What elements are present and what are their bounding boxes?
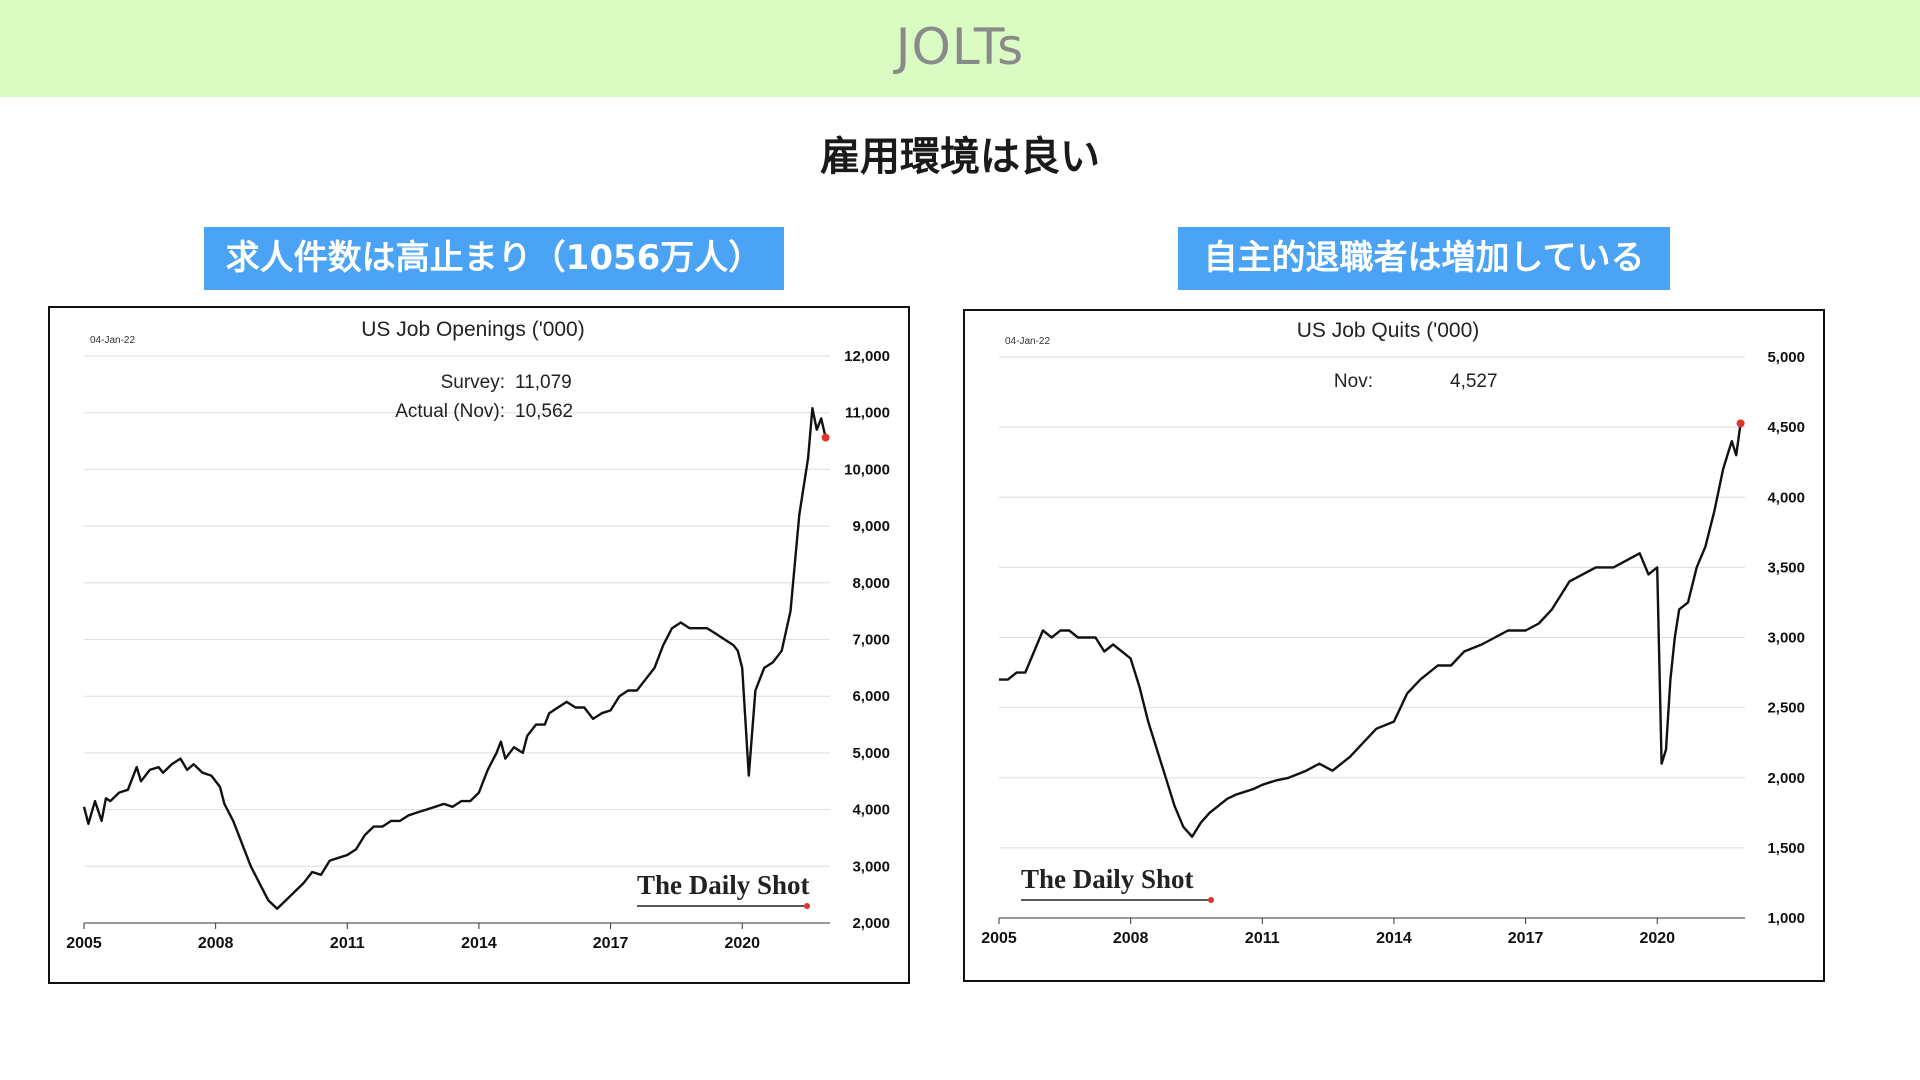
y-tick-label: 2,000 (1767, 770, 1805, 787)
x-tick-label: 2008 (198, 935, 234, 952)
y-tick-label: 10,000 (844, 461, 890, 478)
chart-panel-job-openings: 2,000 3,000 4,000 5,000 6,000 7,000 8,000 9,000… (48, 306, 910, 984)
slide-subtitle: 雇用環境は良い (820, 134, 1100, 180)
job-openings-chart: 2,000 3,000 4,000 5,000 6,000 7,000 8,000 9,000… (66, 318, 890, 952)
y-tick-label: 1,000 (1767, 910, 1805, 927)
annotation-label: Nov: (1334, 371, 1373, 392)
x-tick-label: 2014 (461, 935, 497, 952)
y-tick-label: 3,500 (1767, 559, 1805, 576)
page-title: JOLTs (895, 18, 1025, 76)
chart-title: US Job Openings ('000) (361, 318, 584, 341)
annotation-value: 4,527 (1450, 371, 1498, 392)
watermark-logo: The Daily Shot (1021, 864, 1194, 894)
y-tick-label: 7,000 (852, 632, 890, 649)
series-line (82, 406, 827, 910)
header-band (0, 0, 1920, 97)
last-point-marker (1736, 419, 1745, 428)
caption-job-openings: 求人件数は高止まり（1056万人） (204, 227, 784, 290)
y-tick-label: 5,000 (1767, 349, 1805, 366)
y-tick-label: 9,000 (852, 518, 890, 535)
last-point-marker (821, 433, 830, 442)
watermark-dot (804, 903, 810, 909)
x-tick-label: 2011 (1245, 930, 1280, 947)
chart-panel-job-quits: 1,000 1,500 2,000 2,500 3,000 3,500 4,000 4,500… (963, 309, 1825, 982)
job-quits-chart: 1,000 1,500 2,000 2,500 3,000 3,500 4,000 4,500… (981, 319, 1805, 947)
y-tick-label: 3,000 (852, 858, 890, 875)
annotation-value: 11,079 (515, 372, 572, 393)
y-tick-label: 4,000 (852, 802, 890, 819)
annotation-label: Survey: (441, 372, 505, 393)
x-tick-label: 2020 (724, 935, 760, 952)
date-stamp: 04-Jan-22 (90, 335, 135, 346)
y-tick-label: 4,500 (1767, 419, 1805, 436)
caption-job-quits: 自主的退職者は増加している (1178, 227, 1670, 290)
y-tick-label: 3,000 (1767, 630, 1805, 647)
y-tick-label: 4,000 (1767, 489, 1805, 506)
y-tick-label: 5,000 (852, 745, 890, 762)
y-tick-label: 11,000 (845, 405, 890, 422)
x-tick-label: 2005 (66, 935, 102, 952)
y-tick-label: 1,500 (1767, 840, 1805, 857)
y-tick-label: 12,000 (844, 348, 890, 365)
x-tick-label: 2020 (1639, 930, 1675, 947)
series-line (999, 423, 1742, 838)
x-tick-label: 2008 (1113, 930, 1149, 947)
x-tick-label: 2017 (1508, 930, 1544, 947)
x-tick-label: 2014 (1376, 930, 1412, 947)
date-stamp: 04-Jan-22 (1005, 336, 1050, 347)
watermark-dot (1208, 897, 1214, 903)
y-tick-label: 8,000 (852, 575, 890, 592)
y-tick-label: 2,000 (852, 915, 890, 932)
annotation-label: Actual (Nov): (395, 401, 505, 422)
x-tick-label: 2011 (330, 935, 365, 952)
chart-title: US Job Quits ('000) (1297, 319, 1480, 342)
watermark-logo: The Daily Shot (637, 870, 810, 900)
y-tick-label: 2,500 (1767, 700, 1805, 717)
annotation-value: 10,562 (515, 401, 573, 422)
y-tick-label: 6,000 (852, 688, 890, 705)
x-tick-label: 2017 (593, 935, 629, 952)
x-tick-label: 2005 (981, 930, 1017, 947)
